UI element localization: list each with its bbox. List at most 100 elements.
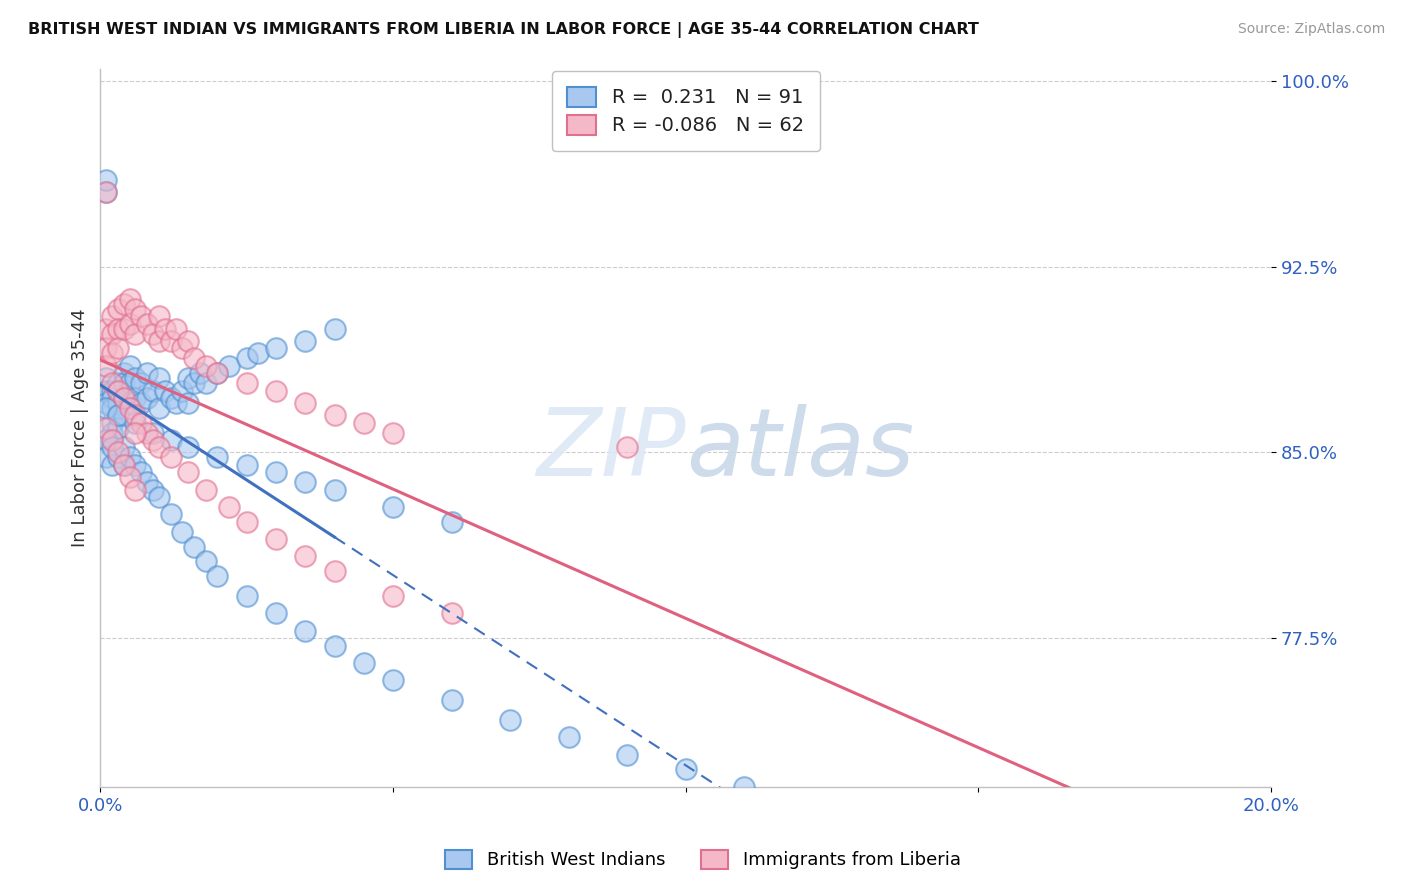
Point — [247, 346, 270, 360]
Point — [131, 376, 153, 390]
Point — [177, 334, 200, 348]
Point — [101, 326, 124, 341]
Point — [194, 554, 217, 568]
Point — [107, 409, 129, 423]
Point — [218, 359, 240, 373]
Point — [101, 433, 124, 447]
Point — [177, 396, 200, 410]
Point — [353, 416, 375, 430]
Point — [124, 371, 146, 385]
Point — [294, 396, 316, 410]
Point — [136, 366, 159, 380]
Point — [124, 301, 146, 316]
Point — [264, 465, 287, 479]
Point — [107, 409, 129, 423]
Point — [172, 524, 194, 539]
Point — [96, 420, 118, 434]
Point — [207, 569, 229, 583]
Legend: British West Indians, Immigrants from Liberia: British West Indians, Immigrants from Li… — [436, 841, 970, 879]
Point — [96, 359, 118, 373]
Point — [235, 589, 257, 603]
Point — [107, 445, 129, 459]
Point — [131, 416, 153, 430]
Point — [112, 391, 135, 405]
Point — [136, 317, 159, 331]
Point — [159, 391, 181, 405]
Point — [294, 624, 316, 638]
Point — [148, 310, 170, 324]
Point — [96, 342, 118, 356]
Point — [382, 500, 405, 514]
Legend: R =  0.231   N = 91, R = -0.086   N = 62: R = 0.231 N = 91, R = -0.086 N = 62 — [551, 71, 820, 151]
Text: atlas: atlas — [686, 404, 914, 495]
Point — [172, 384, 194, 398]
Point — [235, 515, 257, 529]
Point — [440, 607, 463, 621]
Point — [235, 458, 257, 472]
Point — [183, 351, 205, 366]
Point — [118, 292, 141, 306]
Point — [142, 433, 165, 447]
Point — [616, 441, 638, 455]
Point — [107, 396, 129, 410]
Point — [177, 465, 200, 479]
Point — [218, 500, 240, 514]
Point — [101, 401, 124, 415]
Point — [207, 366, 229, 380]
Point — [616, 747, 638, 762]
Point — [557, 731, 579, 745]
Point — [101, 376, 124, 390]
Point — [107, 321, 129, 335]
Point — [323, 409, 346, 423]
Point — [499, 713, 522, 727]
Point — [96, 450, 118, 465]
Point — [96, 433, 118, 447]
Point — [118, 359, 141, 373]
Point — [733, 780, 755, 794]
Point — [96, 401, 118, 415]
Point — [142, 326, 165, 341]
Point — [382, 589, 405, 603]
Point — [112, 297, 135, 311]
Point — [124, 409, 146, 423]
Point — [142, 483, 165, 497]
Point — [188, 366, 211, 380]
Point — [112, 391, 135, 405]
Point — [159, 334, 181, 348]
Point — [131, 310, 153, 324]
Point — [124, 391, 146, 405]
Point — [112, 458, 135, 472]
Point — [124, 458, 146, 472]
Point — [153, 384, 176, 398]
Point — [194, 359, 217, 373]
Point — [118, 450, 141, 465]
Point — [101, 346, 124, 360]
Point — [101, 391, 124, 405]
Point — [112, 366, 135, 380]
Point — [107, 450, 129, 465]
Point — [142, 384, 165, 398]
Point — [101, 425, 124, 440]
Point — [440, 693, 463, 707]
Text: ZIP: ZIP — [536, 404, 686, 495]
Point — [101, 384, 124, 398]
Point — [107, 384, 129, 398]
Point — [172, 342, 194, 356]
Point — [101, 441, 124, 455]
Point — [323, 639, 346, 653]
Point — [96, 371, 118, 385]
Point — [112, 376, 135, 390]
Point — [112, 409, 135, 423]
Point — [294, 549, 316, 564]
Y-axis label: In Labor Force | Age 35-44: In Labor Force | Age 35-44 — [72, 309, 89, 547]
Point — [107, 376, 129, 390]
Point — [382, 425, 405, 440]
Point — [148, 490, 170, 504]
Point — [101, 433, 124, 447]
Point — [294, 475, 316, 490]
Point — [323, 565, 346, 579]
Point — [96, 384, 118, 398]
Point — [177, 441, 200, 455]
Point — [159, 433, 181, 447]
Point — [177, 371, 200, 385]
